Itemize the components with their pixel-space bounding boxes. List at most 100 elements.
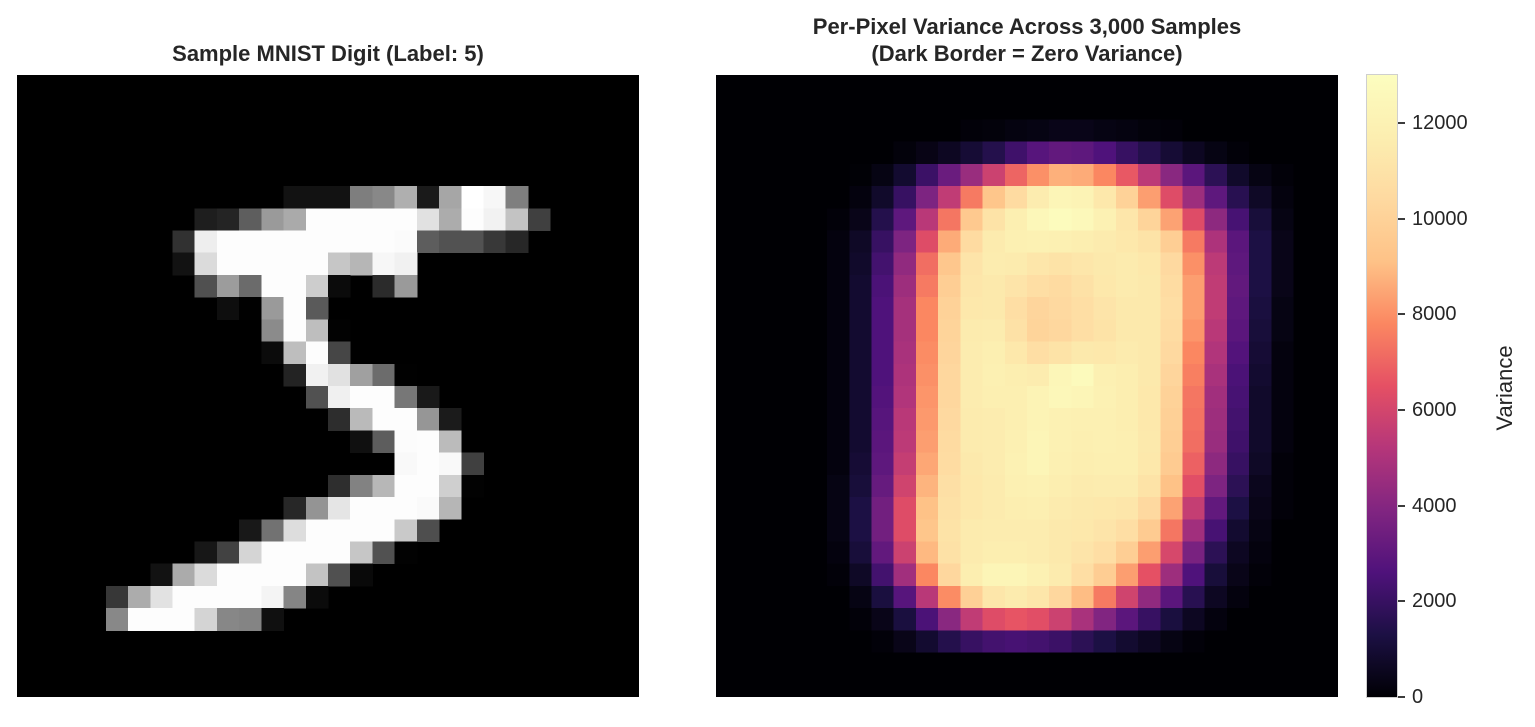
variance-cell xyxy=(960,519,984,542)
variance-cell xyxy=(804,541,828,565)
variance-cell xyxy=(893,341,917,365)
variance-cell xyxy=(1182,608,1206,631)
pixel-cell xyxy=(372,541,396,565)
variance-cell xyxy=(960,652,984,676)
variance-cell xyxy=(1115,674,1139,697)
pixel-cell xyxy=(394,363,418,387)
pixel-cell xyxy=(394,230,418,254)
variance-cell xyxy=(1204,497,1228,520)
variance-cell xyxy=(1271,341,1295,365)
variance-cell xyxy=(1226,186,1250,209)
variance-cell xyxy=(782,230,806,254)
variance-cell xyxy=(782,430,806,454)
variance-cell xyxy=(827,608,850,631)
variance-cell xyxy=(1049,608,1072,631)
pixel-cell xyxy=(328,497,351,520)
variance-cell xyxy=(1226,208,1250,231)
variance-cell xyxy=(782,97,806,120)
variance-cell xyxy=(1226,652,1250,676)
variance-cell xyxy=(738,341,761,365)
variance-cell xyxy=(849,585,872,609)
pixel-cell xyxy=(283,541,307,565)
variance-cell xyxy=(1293,297,1317,320)
variance-cell xyxy=(1093,319,1117,343)
variance-cell xyxy=(1138,252,1161,276)
variance-cell xyxy=(893,474,917,498)
variance-cell xyxy=(1093,674,1117,697)
pixel-cell xyxy=(105,585,129,609)
variance-cell xyxy=(871,163,895,187)
variance-cell xyxy=(1138,163,1161,187)
variance-cell xyxy=(1271,186,1295,209)
variance-cell xyxy=(716,652,739,676)
variance-cell xyxy=(915,585,939,609)
variance-cell xyxy=(1138,386,1161,409)
variance-cell xyxy=(1182,297,1206,320)
pixel-cell xyxy=(328,474,351,498)
pixel-cell xyxy=(328,386,351,409)
variance-cell xyxy=(1271,141,1295,165)
pixel-cell xyxy=(328,363,351,387)
variance-cell xyxy=(893,252,917,276)
variance-cell xyxy=(738,230,761,254)
variance-cell xyxy=(893,563,917,587)
variance-cell xyxy=(938,408,961,431)
variance-cell xyxy=(1315,230,1338,254)
variance-cell xyxy=(1182,363,1206,387)
variance-cell xyxy=(893,230,917,254)
variance-cell xyxy=(716,541,739,565)
pixel-cell xyxy=(328,230,351,254)
variance-cell xyxy=(938,297,961,320)
variance-cell xyxy=(1093,408,1117,431)
variance-cell xyxy=(1182,230,1206,254)
variance-cell xyxy=(849,274,872,298)
variance-cell xyxy=(760,186,784,209)
variance-cell xyxy=(1027,319,1050,343)
variance-cell xyxy=(1315,119,1338,143)
variance-cell xyxy=(1204,141,1228,165)
variance-cell xyxy=(1315,297,1338,320)
variance-cell xyxy=(738,297,761,320)
variance-cell xyxy=(1071,119,1095,143)
variance-cell xyxy=(871,430,895,454)
variance-cell xyxy=(782,408,806,431)
variance-cell xyxy=(760,452,784,476)
variance-cell xyxy=(938,585,961,609)
variance-cell xyxy=(1027,541,1050,565)
variance-cell xyxy=(960,230,984,254)
variance-cell xyxy=(915,474,939,498)
variance-cell xyxy=(1271,163,1295,187)
pixel-cell xyxy=(372,519,396,542)
variance-cell xyxy=(1204,674,1228,697)
variance-cell xyxy=(1093,97,1117,120)
variance-cell xyxy=(1315,452,1338,476)
pixel-cell xyxy=(216,585,240,609)
colorbar-tick-label: 12000 xyxy=(1412,111,1468,134)
variance-cell xyxy=(1071,297,1095,320)
variance-cell xyxy=(760,430,784,454)
variance-cell xyxy=(1093,252,1117,276)
variance-cell xyxy=(1093,297,1117,320)
variance-cell xyxy=(1027,630,1050,654)
pixel-cell xyxy=(172,563,196,587)
variance-cell xyxy=(938,119,961,143)
variance-cell xyxy=(1071,541,1095,565)
variance-cell xyxy=(1204,541,1228,565)
variance-cell xyxy=(1049,474,1072,498)
pixel-cell xyxy=(439,430,462,454)
variance-cell xyxy=(915,674,939,697)
pixel-cell xyxy=(305,363,329,387)
variance-cell xyxy=(915,230,939,254)
variance-cell xyxy=(1204,474,1228,498)
pixel-cell xyxy=(416,408,440,431)
variance-cell xyxy=(804,252,828,276)
variance-cell xyxy=(804,563,828,587)
variance-cell xyxy=(1004,474,1028,498)
pixel-cell xyxy=(350,186,373,209)
variance-cell xyxy=(1115,208,1139,231)
variance-cell xyxy=(1004,386,1028,409)
variance-cell xyxy=(982,630,1006,654)
variance-cell xyxy=(915,163,939,187)
pixel-cell xyxy=(372,430,396,454)
variance-cell xyxy=(871,230,895,254)
